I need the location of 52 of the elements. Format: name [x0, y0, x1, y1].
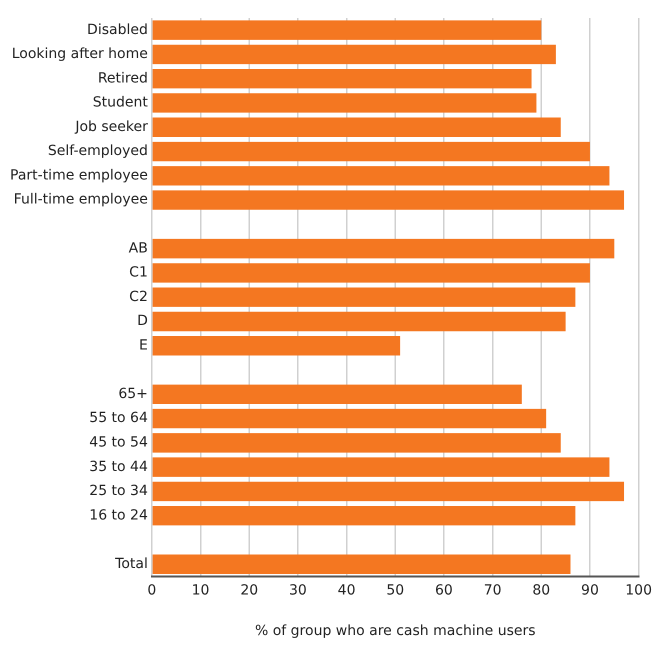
- y-tick-label: 25 to 34: [89, 483, 148, 500]
- x-tick-label: 50: [386, 582, 404, 598]
- bar: [152, 20, 542, 40]
- bar: [152, 166, 610, 186]
- y-tick-label: C1: [129, 264, 148, 281]
- x-tick-label: 20: [240, 582, 258, 598]
- bar: [152, 506, 576, 526]
- y-tick-label: 35 to 44: [89, 458, 148, 475]
- bar: [152, 263, 590, 283]
- y-tick-label: Disabled: [87, 22, 148, 38]
- x-tick-label: 70: [484, 582, 502, 598]
- bar: [152, 384, 522, 404]
- y-tick-label: Total: [114, 556, 148, 572]
- bar: [152, 433, 561, 453]
- y-tick-label: 65+: [118, 386, 148, 402]
- y-tick-label: D: [137, 313, 148, 330]
- y-tick-label: 45 to 54: [89, 434, 148, 451]
- x-tick-label: 90: [581, 582, 599, 598]
- bar: [152, 554, 570, 574]
- bar: [152, 287, 576, 307]
- x-tick-label: 80: [532, 582, 550, 598]
- y-tick-label: Part-time employee: [10, 167, 148, 184]
- y-tick-label: Job seeker: [74, 118, 148, 135]
- x-tick-label: 40: [338, 582, 356, 598]
- bar: [152, 482, 624, 502]
- x-tick-label: 0: [147, 582, 156, 598]
- bar: [152, 44, 556, 64]
- y-tick-label: Self-employed: [48, 143, 148, 160]
- x-tick-label: 30: [288, 582, 307, 598]
- y-tick-label: 16 to 24: [89, 507, 148, 524]
- x-tick-label: 60: [435, 582, 453, 598]
- x-tick-label: 10: [192, 582, 210, 598]
- x-tick-label: 100: [625, 582, 652, 598]
- bar: [152, 336, 400, 356]
- y-tick-label: E: [139, 337, 148, 354]
- bar: [152, 142, 590, 162]
- x-axis-title: % of group who are cash machine users: [254, 623, 536, 640]
- y-tick-label: AB: [128, 240, 148, 256]
- bar: [152, 457, 610, 477]
- bar: [152, 118, 561, 137]
- y-tick-label: 55 to 64: [89, 410, 148, 426]
- y-tick-label: Retired: [98, 70, 148, 86]
- bar: [152, 93, 536, 113]
- y-tick-label: Student: [92, 94, 148, 111]
- bar: [152, 238, 614, 258]
- bar: [152, 68, 532, 88]
- y-tick-label: Full-time employee: [14, 192, 148, 208]
- y-tick-label: C2: [129, 288, 148, 305]
- bar: [152, 190, 624, 210]
- y-tick-label: Looking after home: [12, 46, 148, 62]
- bar: [152, 312, 566, 332]
- bar: [152, 408, 546, 428]
